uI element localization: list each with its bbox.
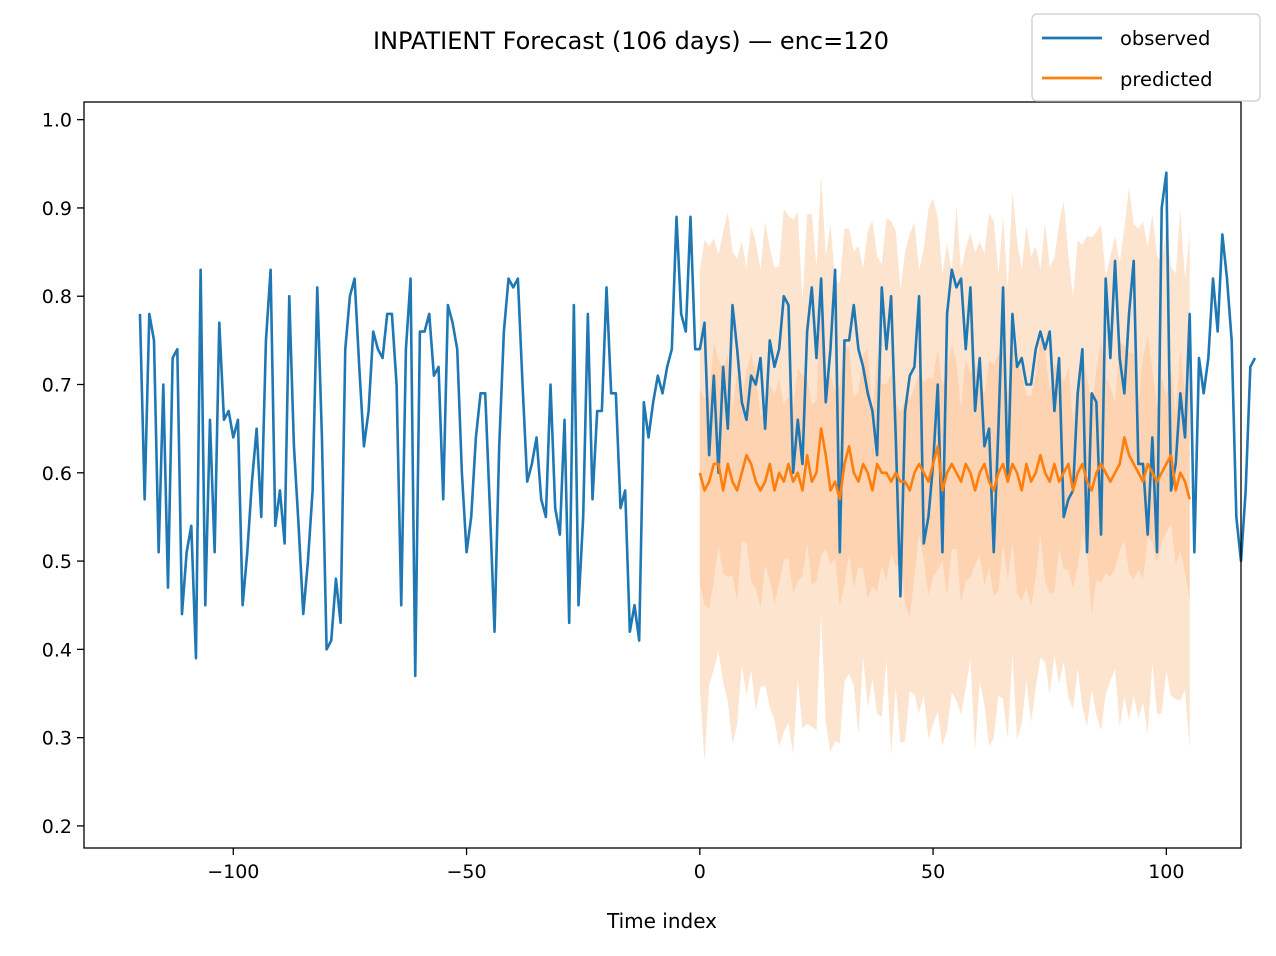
y-tick-label: 1.0 — [42, 110, 72, 132]
x-tick-label: 100 — [1148, 861, 1184, 883]
plot-frame — [83, 101, 1242, 849]
x-axis-label: Time index — [606, 909, 717, 933]
chart-title: INPATIENT Forecast (106 days) — enc=120 — [373, 27, 889, 55]
y-tick-label: 0.5 — [42, 551, 72, 573]
y-tick-label: 0.2 — [42, 816, 72, 838]
x-axis: −100 −50 0 50 100 — [207, 848, 1184, 883]
legend: observed predicted — [1031, 13, 1261, 102]
y-tick-label: 0.8 — [42, 286, 72, 308]
y-tick-label: 0.7 — [42, 375, 72, 397]
x-tick-label: 50 — [921, 861, 945, 883]
legend-label-predicted: predicted — [1120, 68, 1213, 91]
y-axis: 0.2 0.3 0.4 0.5 0.6 0.7 0.8 0.9 1.0 — [42, 110, 84, 838]
x-tick-label: 0 — [694, 861, 706, 883]
y-tick-label: 0.4 — [42, 639, 72, 661]
series-lines — [138, 171, 1257, 678]
y-tick-label: 0.9 — [42, 198, 72, 220]
y-tick-label: 0.3 — [42, 728, 72, 750]
series-line-predicted — [698, 427, 1191, 501]
series-line-observed — [138, 171, 1257, 678]
plot-area — [83, 101, 1257, 849]
y-tick-label: 0.6 — [42, 463, 72, 485]
x-tick-label: −100 — [207, 861, 259, 883]
x-tick-label: −50 — [447, 861, 487, 883]
legend-label-observed: observed — [1120, 27, 1210, 50]
